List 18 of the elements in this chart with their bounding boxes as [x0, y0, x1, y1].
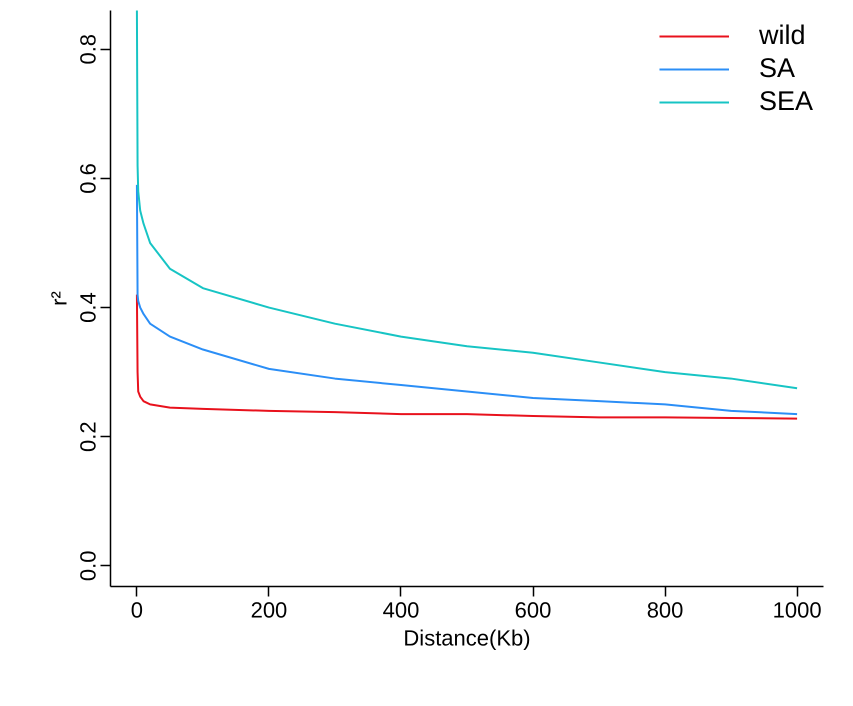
y-tick-label: 0.6: [76, 163, 100, 194]
y-axis-title: r²: [46, 291, 72, 306]
x-axis-title: Distance(Kb): [403, 626, 531, 650]
x-tick-label: 400: [382, 598, 420, 622]
x-tick-label: 800: [646, 598, 684, 622]
y-tick-label: 0.0: [76, 550, 100, 582]
x-tick-label: 200: [250, 598, 288, 622]
y-tick-label: 0.4: [76, 292, 100, 323]
x-tick-label: 600: [514, 598, 552, 622]
legend-label: wild: [758, 20, 806, 51]
line-series: [136, 294, 798, 420]
y-tick-label: 0.2: [76, 421, 100, 452]
x-tick-label: 1000: [772, 598, 822, 622]
y-tick-label: 0.8: [76, 34, 100, 65]
line-series: [136, 184, 798, 416]
legend-label: SA: [758, 53, 795, 84]
x-tick-label: 0: [130, 598, 144, 622]
legend-label: SEA: [758, 86, 813, 117]
